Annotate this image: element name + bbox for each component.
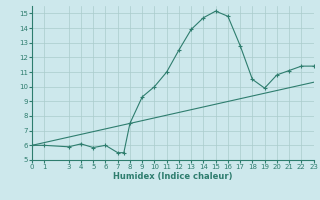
X-axis label: Humidex (Indice chaleur): Humidex (Indice chaleur) — [113, 172, 233, 181]
